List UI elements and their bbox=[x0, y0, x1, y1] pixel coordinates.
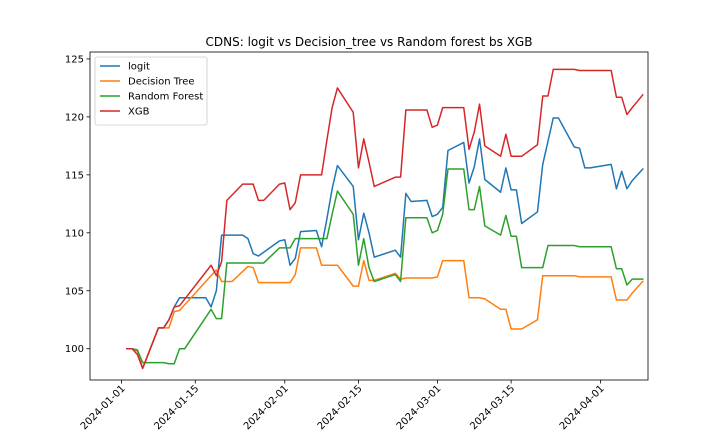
legend-label: logit bbox=[128, 62, 150, 73]
legend-label: Random Forest bbox=[128, 92, 203, 103]
series-layer bbox=[126, 68, 644, 370]
y-tick-label: 115 bbox=[65, 170, 84, 181]
y-tick-label: 110 bbox=[65, 228, 84, 239]
legend: logit Decision Tree Random Forest XGB bbox=[94, 56, 208, 126]
series-line-logit bbox=[126, 117, 644, 370]
series-line-xgb bbox=[126, 68, 644, 370]
legend-frame bbox=[94, 56, 208, 126]
legend-label: XGB bbox=[128, 107, 150, 118]
y-tick-label: 125 bbox=[65, 54, 84, 65]
series-line-decision-tree bbox=[126, 247, 644, 370]
y-tick-label: 105 bbox=[65, 286, 84, 297]
series-line-random-forest bbox=[126, 168, 644, 365]
legend-label: Decision Tree bbox=[128, 77, 195, 88]
chart-title: CDNS: logit vs Decision_tree vs Random f… bbox=[206, 35, 533, 49]
y-axis: 100 105 110 115 120 125 bbox=[65, 54, 90, 355]
y-tick-label: 120 bbox=[65, 112, 84, 123]
y-tick-label: 100 bbox=[65, 344, 84, 355]
plot-frame bbox=[89, 51, 649, 381]
